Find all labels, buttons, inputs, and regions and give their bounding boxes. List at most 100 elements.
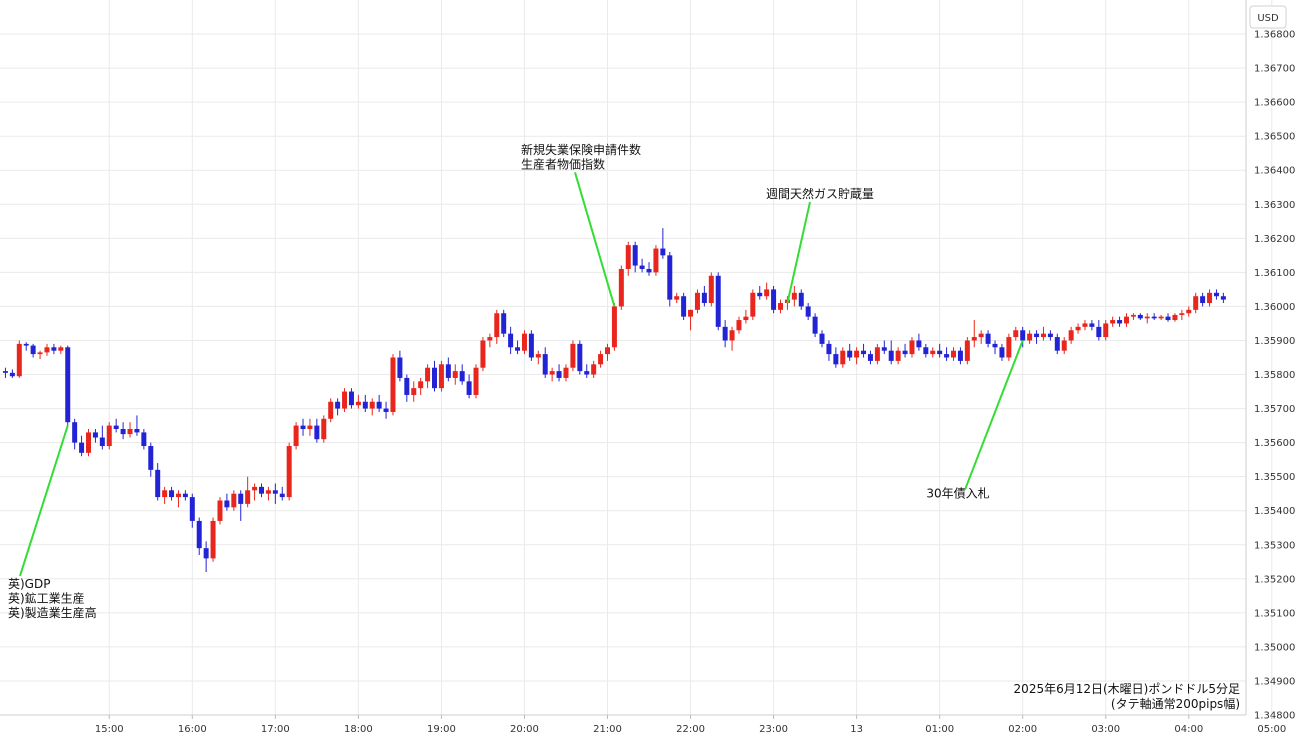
candle-body [224, 500, 230, 508]
candle [729, 326, 735, 351]
candle [778, 299, 783, 314]
candle [584, 364, 590, 378]
candle-body [639, 265, 645, 269]
candle-body [729, 330, 735, 341]
candle-body [1151, 316, 1157, 319]
candle-body [1075, 326, 1081, 331]
price-tick-label: 1.36100 [1254, 268, 1295, 279]
candle [224, 493, 230, 511]
candle-body [328, 401, 334, 419]
annotation-line [964, 340, 1024, 491]
candle [328, 398, 334, 423]
candle [203, 541, 209, 572]
candle-body [92, 432, 98, 438]
candle [79, 435, 85, 457]
candle [902, 343, 908, 358]
candle-body [1186, 309, 1192, 314]
candle [141, 429, 147, 450]
candle-body [307, 425, 313, 429]
candle [1193, 292, 1199, 314]
price-tick-label: 1.35000 [1254, 642, 1295, 653]
candle [106, 422, 112, 450]
candle [854, 347, 860, 365]
annotation-line [786, 201, 811, 304]
candle [1179, 309, 1185, 321]
candle-body [563, 367, 569, 378]
candle [591, 360, 597, 378]
candle-body [259, 486, 264, 494]
candle [639, 258, 645, 273]
candle-body [397, 357, 403, 378]
candle [480, 337, 486, 372]
candle-body [362, 401, 368, 409]
candle [598, 350, 604, 368]
candle [169, 486, 175, 501]
candle-body [1096, 326, 1102, 338]
annotation: 週間天然ガス貯蔵量 [766, 186, 874, 304]
candle-body [923, 347, 929, 355]
candle-body [58, 347, 64, 351]
candle-body [1034, 333, 1040, 338]
candle [847, 343, 853, 361]
candle [750, 289, 756, 321]
candle-body [1158, 316, 1164, 319]
candle-body [764, 289, 770, 297]
candle-body [355, 401, 361, 406]
candle [494, 309, 500, 344]
candle [715, 272, 721, 331]
candle [272, 483, 278, 504]
candle-body [549, 371, 555, 375]
candle-body [1110, 320, 1116, 324]
candle [238, 490, 244, 521]
candle [293, 422, 299, 450]
candle-body [819, 333, 825, 344]
candle-body [646, 268, 652, 273]
candle-body [978, 333, 984, 338]
candle [916, 333, 922, 351]
candle [736, 316, 742, 334]
candle-body [342, 391, 348, 409]
price-tick-label: 1.36600 [1254, 98, 1295, 109]
candle-body [598, 354, 604, 365]
candle-body [1027, 333, 1033, 341]
candle [556, 364, 562, 382]
candle [155, 463, 161, 501]
candle [466, 374, 472, 399]
price-tick-label: 1.36700 [1254, 64, 1295, 75]
candle-body [418, 381, 424, 389]
candle [1082, 320, 1088, 331]
candle-body [162, 490, 168, 498]
currency-badge[interactable] [1249, 5, 1287, 29]
candle-body [1172, 314, 1178, 321]
candle-body [203, 548, 209, 559]
candle [515, 340, 521, 355]
candle [445, 357, 451, 382]
candle-body [611, 306, 617, 348]
candle-body [632, 245, 638, 266]
candle-body [425, 367, 431, 382]
candle-body [1068, 330, 1074, 341]
annotation-line [19, 425, 69, 577]
chart-caption-line1: 2025年6月12日(木曜日)ポンドドル5分足 [1014, 682, 1240, 696]
candle [86, 429, 91, 457]
candle-body [231, 493, 237, 508]
candle [134, 415, 140, 436]
candle-body [694, 292, 700, 310]
price-tick-label: 1.35400 [1254, 506, 1295, 517]
candle-body [1082, 323, 1088, 327]
candle-body [335, 401, 341, 409]
candle [259, 483, 264, 498]
candle-body [473, 367, 479, 395]
candle [937, 343, 943, 358]
candle-body [452, 371, 458, 378]
candle-body [238, 493, 244, 504]
candle [944, 347, 950, 361]
candle [1110, 316, 1116, 327]
price-tick-label: 1.36400 [1254, 166, 1295, 177]
candle [757, 286, 763, 300]
price-tick-label: 1.35100 [1254, 608, 1295, 619]
candle [1040, 326, 1046, 341]
price-tick-label: 1.35500 [1254, 472, 1295, 483]
candle-body [701, 292, 707, 304]
candle [701, 286, 707, 307]
